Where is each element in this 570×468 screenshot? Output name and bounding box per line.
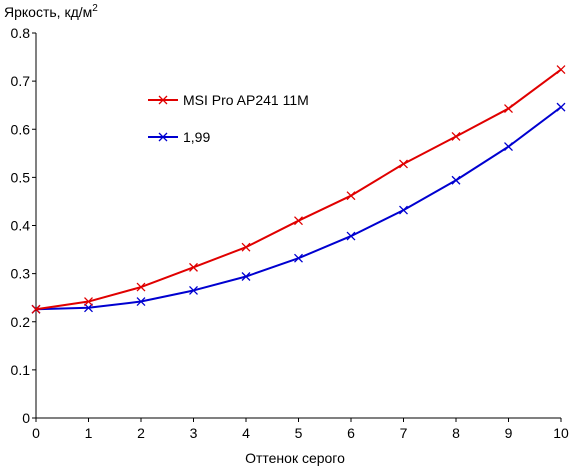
chart-series bbox=[31, 65, 566, 314]
data-point-marker bbox=[346, 191, 356, 201]
x-tick-label: 8 bbox=[452, 425, 460, 441]
data-point-marker bbox=[399, 159, 408, 169]
data-point-marker bbox=[504, 104, 513, 114]
y-tick-label: 0.4 bbox=[11, 218, 31, 234]
data-point-marker bbox=[294, 216, 303, 226]
legend-label: MSI Pro AP241 11M bbox=[183, 92, 309, 108]
x-axis-title: Оттенок серого bbox=[245, 450, 345, 466]
data-point-marker bbox=[189, 286, 198, 295]
y-axis-title-text: Яркость, кд/м bbox=[4, 4, 92, 20]
y-tick-label: 0.1 bbox=[11, 362, 31, 378]
legend-label: 1,99 bbox=[183, 129, 210, 145]
y-axis-title-superscript: 2 bbox=[92, 3, 98, 14]
data-point-marker bbox=[84, 303, 93, 313]
data-point-marker bbox=[556, 102, 566, 112]
y-tick-label: 0.2 bbox=[11, 314, 31, 330]
x-tick-label: 6 bbox=[347, 425, 355, 441]
data-point-marker bbox=[84, 297, 93, 306]
x-tick-label: 10 bbox=[553, 425, 569, 441]
data-point-marker bbox=[136, 297, 146, 306]
x-tick-label: 5 bbox=[295, 425, 303, 441]
legend-entry: MSI Pro AP241 11M bbox=[148, 92, 309, 108]
series-group bbox=[31, 102, 566, 314]
data-point-marker bbox=[451, 132, 461, 141]
x-tick-label: 0 bbox=[32, 425, 40, 441]
data-point-marker bbox=[136, 282, 146, 292]
y-axis-title: Яркость, кд/м2 bbox=[4, 3, 98, 20]
data-point-marker bbox=[294, 253, 303, 263]
y-tick-label: 0.7 bbox=[11, 73, 31, 89]
data-point-marker bbox=[346, 231, 356, 241]
legend-swatch-marker bbox=[158, 95, 168, 105]
x-tick-label: 9 bbox=[505, 425, 513, 441]
chart-legend: MSI Pro AP241 11M 1,99 bbox=[148, 92, 309, 145]
y-tick-label: 0 bbox=[22, 410, 30, 426]
x-tick-label: 4 bbox=[242, 425, 250, 441]
data-point-marker bbox=[31, 304, 41, 314]
data-point-marker bbox=[504, 142, 513, 152]
x-tick-label: 7 bbox=[400, 425, 408, 441]
legend-entry: 1,99 bbox=[148, 129, 210, 145]
data-point-marker bbox=[241, 242, 251, 252]
series-line bbox=[35, 106, 562, 311]
x-tick-label: 3 bbox=[190, 425, 198, 441]
data-point-marker bbox=[189, 262, 198, 272]
data-point-marker bbox=[556, 65, 566, 75]
x-tick-label: 1 bbox=[85, 425, 93, 441]
series-group bbox=[31, 65, 566, 314]
y-tick-label: 0.6 bbox=[11, 121, 31, 137]
data-point-marker bbox=[399, 205, 408, 215]
legend-swatch-marker bbox=[158, 132, 168, 142]
data-point-marker bbox=[451, 175, 461, 185]
y-tick-label: 0.3 bbox=[11, 266, 31, 282]
y-tick-label: 0.5 bbox=[11, 169, 31, 185]
chart-ticks: 0 0.1 0.2 0.3 0.4 0.5 0.6 0.7 0.8 0 1 2 3 4 5 6 7 8 9 10 bbox=[11, 25, 569, 441]
y-tick-label: 0.8 bbox=[11, 25, 31, 41]
data-point-marker bbox=[241, 272, 251, 281]
x-tick-label: 2 bbox=[137, 425, 145, 441]
chart-axes bbox=[35, 33, 561, 419]
